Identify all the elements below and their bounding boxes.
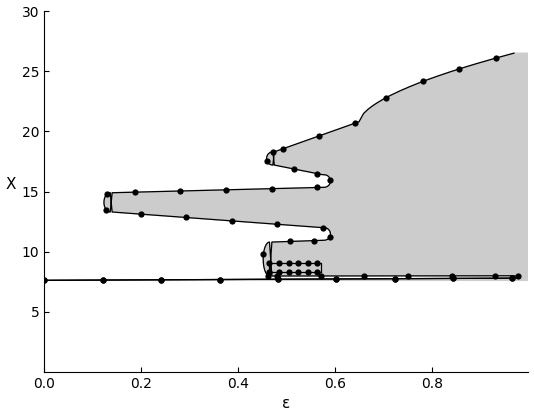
Y-axis label: X: X (5, 176, 16, 191)
X-axis label: ε: ε (282, 397, 290, 412)
Polygon shape (44, 53, 529, 280)
